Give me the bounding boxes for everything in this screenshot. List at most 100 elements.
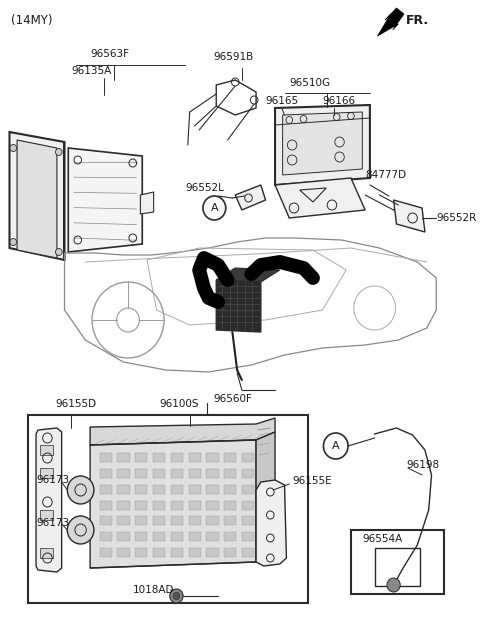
Polygon shape bbox=[242, 517, 254, 525]
Text: A: A bbox=[211, 203, 218, 213]
Polygon shape bbox=[242, 532, 254, 541]
Polygon shape bbox=[394, 200, 425, 232]
Bar bbox=[28, 415, 308, 603]
Polygon shape bbox=[135, 517, 147, 525]
Circle shape bbox=[173, 592, 180, 599]
Text: 96591B: 96591B bbox=[214, 52, 253, 62]
Circle shape bbox=[56, 249, 62, 256]
Polygon shape bbox=[118, 469, 130, 478]
Text: 96155E: 96155E bbox=[292, 476, 332, 486]
Polygon shape bbox=[171, 548, 183, 557]
Polygon shape bbox=[171, 501, 183, 510]
Polygon shape bbox=[135, 469, 147, 478]
Text: 84777D: 84777D bbox=[365, 170, 406, 180]
Text: (14MY): (14MY) bbox=[12, 14, 53, 27]
Text: 96100S: 96100S bbox=[159, 399, 199, 409]
Polygon shape bbox=[135, 501, 147, 510]
Polygon shape bbox=[206, 532, 218, 541]
Polygon shape bbox=[153, 517, 165, 525]
Polygon shape bbox=[153, 485, 165, 494]
Bar bbox=[374, 548, 420, 586]
Polygon shape bbox=[206, 517, 218, 525]
Polygon shape bbox=[189, 469, 201, 478]
Polygon shape bbox=[90, 418, 275, 445]
Polygon shape bbox=[99, 532, 112, 541]
Text: 96563F: 96563F bbox=[90, 49, 129, 59]
Circle shape bbox=[10, 239, 17, 246]
Polygon shape bbox=[189, 453, 201, 462]
Text: 1018AD: 1018AD bbox=[133, 585, 174, 595]
Text: 96552L: 96552L bbox=[185, 183, 224, 193]
Polygon shape bbox=[118, 485, 130, 494]
Polygon shape bbox=[171, 517, 183, 525]
Polygon shape bbox=[135, 532, 147, 541]
Polygon shape bbox=[17, 140, 57, 258]
Polygon shape bbox=[118, 532, 130, 541]
Text: 96560F: 96560F bbox=[213, 394, 252, 404]
Polygon shape bbox=[224, 453, 236, 462]
Polygon shape bbox=[99, 485, 112, 494]
Polygon shape bbox=[153, 548, 165, 557]
Bar bbox=[351, 530, 444, 594]
Polygon shape bbox=[36, 428, 61, 572]
Polygon shape bbox=[206, 548, 218, 557]
Polygon shape bbox=[171, 453, 183, 462]
Polygon shape bbox=[242, 485, 254, 494]
Polygon shape bbox=[135, 485, 147, 494]
Polygon shape bbox=[275, 105, 370, 185]
Bar bbox=[40, 510, 53, 520]
Polygon shape bbox=[189, 485, 201, 494]
Bar bbox=[40, 548, 53, 558]
Polygon shape bbox=[118, 501, 130, 510]
Polygon shape bbox=[206, 485, 218, 494]
Polygon shape bbox=[216, 268, 280, 282]
Text: 96166: 96166 bbox=[323, 96, 356, 106]
Polygon shape bbox=[242, 453, 254, 462]
Bar bbox=[40, 445, 53, 455]
Polygon shape bbox=[68, 148, 142, 252]
Polygon shape bbox=[224, 469, 236, 478]
Text: 96198: 96198 bbox=[406, 460, 439, 470]
Polygon shape bbox=[242, 469, 254, 478]
Text: FR.: FR. bbox=[406, 14, 429, 27]
Polygon shape bbox=[224, 548, 236, 557]
Polygon shape bbox=[99, 453, 112, 462]
Polygon shape bbox=[283, 112, 362, 175]
Polygon shape bbox=[189, 501, 201, 510]
Circle shape bbox=[387, 578, 400, 592]
Circle shape bbox=[67, 476, 94, 504]
Polygon shape bbox=[242, 548, 254, 557]
Text: A: A bbox=[332, 441, 339, 451]
Polygon shape bbox=[99, 517, 112, 525]
Polygon shape bbox=[99, 501, 112, 510]
Polygon shape bbox=[256, 432, 275, 562]
Bar bbox=[40, 468, 53, 478]
Polygon shape bbox=[275, 178, 365, 218]
Polygon shape bbox=[10, 132, 64, 260]
Text: 96510G: 96510G bbox=[289, 78, 330, 88]
Circle shape bbox=[67, 516, 94, 544]
Circle shape bbox=[170, 589, 183, 603]
Text: 96173: 96173 bbox=[36, 475, 69, 485]
Polygon shape bbox=[189, 532, 201, 541]
Polygon shape bbox=[224, 501, 236, 510]
Polygon shape bbox=[171, 485, 183, 494]
Text: 96155D: 96155D bbox=[55, 399, 96, 409]
Polygon shape bbox=[118, 453, 130, 462]
Polygon shape bbox=[135, 453, 147, 462]
Polygon shape bbox=[256, 480, 287, 566]
Polygon shape bbox=[216, 280, 261, 332]
Polygon shape bbox=[153, 501, 165, 510]
Polygon shape bbox=[135, 548, 147, 557]
Text: 96552R: 96552R bbox=[436, 213, 477, 223]
Polygon shape bbox=[189, 548, 201, 557]
Polygon shape bbox=[377, 8, 404, 36]
Text: 96554A: 96554A bbox=[362, 534, 403, 544]
Polygon shape bbox=[206, 453, 218, 462]
Polygon shape bbox=[206, 501, 218, 510]
Polygon shape bbox=[189, 517, 201, 525]
Circle shape bbox=[56, 149, 62, 156]
Polygon shape bbox=[118, 548, 130, 557]
Polygon shape bbox=[171, 532, 183, 541]
Polygon shape bbox=[99, 469, 112, 478]
